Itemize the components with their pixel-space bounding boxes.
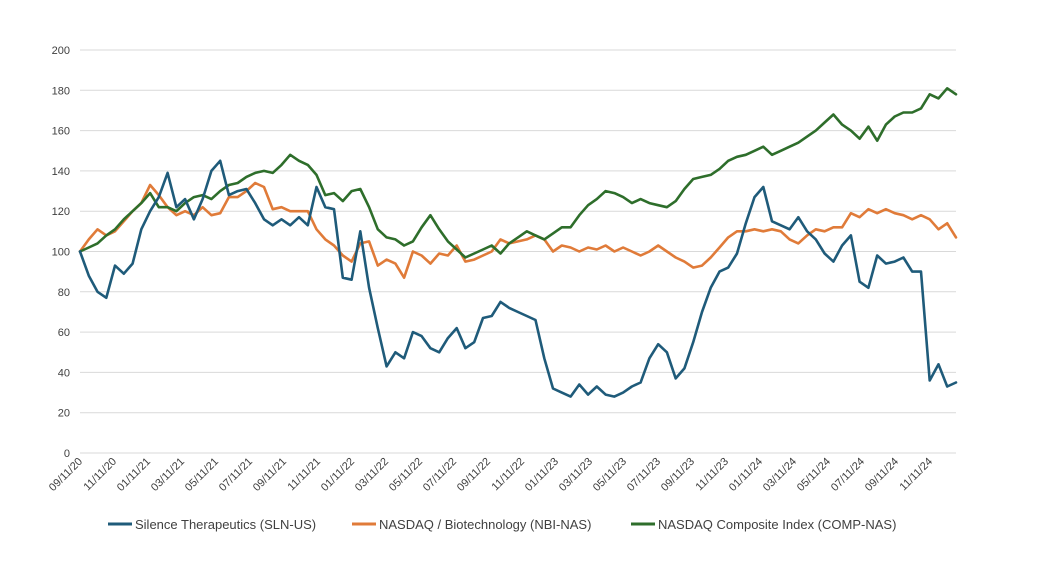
x-tick-label: 01/11/23 [523,456,561,494]
x-tick-label: 01/11/21 [115,456,153,494]
x-tick-label: 05/11/24 [795,456,833,494]
legend-label: NASDAQ / Biotechnology (NBI-NAS) [379,517,591,532]
x-tick-label: 03/11/23 [557,456,595,494]
y-tick-label: 0 [64,448,70,460]
x-tick-label: 05/11/22 [387,456,425,494]
x-tick-label: 09/11/21 [251,456,289,494]
x-tick-label: 05/11/23 [591,456,629,494]
y-tick-label: 180 [52,85,70,97]
x-tick-label: 11/11/20 [82,456,120,494]
x-tick-label: 07/11/23 [625,456,663,494]
x-axis-tick-labels: 09/11/2011/11/2001/11/2103/11/2105/11/21… [47,456,935,494]
x-tick-label: 09/11/23 [659,456,697,494]
y-tick-label: 140 [52,166,70,178]
y-tick-label: 200 [52,45,70,57]
y-tick-label: 80 [58,287,70,299]
y-tick-label: 100 [52,247,70,259]
x-tick-label: 01/11/22 [319,456,357,494]
gridlines [80,49,956,454]
x-tick-label: 01/11/24 [727,456,765,494]
x-tick-label: 03/11/22 [353,456,391,494]
x-tick-label: 03/11/24 [761,456,799,494]
y-tick-label: 160 [52,126,70,138]
x-tick-label: 07/11/24 [829,456,867,494]
series-lines [78,87,958,398]
legend-label: NASDAQ Composite Index (COMP-NAS) [658,517,896,532]
series-line-0 [78,159,958,398]
x-tick-label: 03/11/21 [149,456,187,494]
x-tick-label: 09/11/24 [863,456,901,494]
x-tick-label: 11/11/24 [898,456,936,494]
x-tick-label: 05/11/21 [183,456,221,494]
x-tick-label: 07/11/22 [421,456,459,494]
x-tick-label: 09/11/22 [455,456,493,494]
legend: Silence Therapeutics (SLN-US) NASDAQ / Bi… [108,517,896,532]
x-tick-label: 07/11/21 [217,456,255,494]
y-tick-label: 120 [52,206,70,218]
y-tick-label: 60 [58,327,70,339]
y-tick-label: 40 [58,367,70,379]
x-tick-label: 11/11/22 [490,456,528,494]
legend-label: Silence Therapeutics (SLN-US) [135,517,316,532]
y-axis-tick-labels: 0 20 40 60 80 100 120 140 160 180 200 [52,45,70,460]
y-tick-label: 20 [58,408,70,420]
x-tick-label: 09/11/20 [47,456,85,494]
series-line-1 [78,181,958,280]
x-tick-label: 11/11/21 [286,456,324,494]
x-tick-label: 11/11/23 [694,456,732,494]
